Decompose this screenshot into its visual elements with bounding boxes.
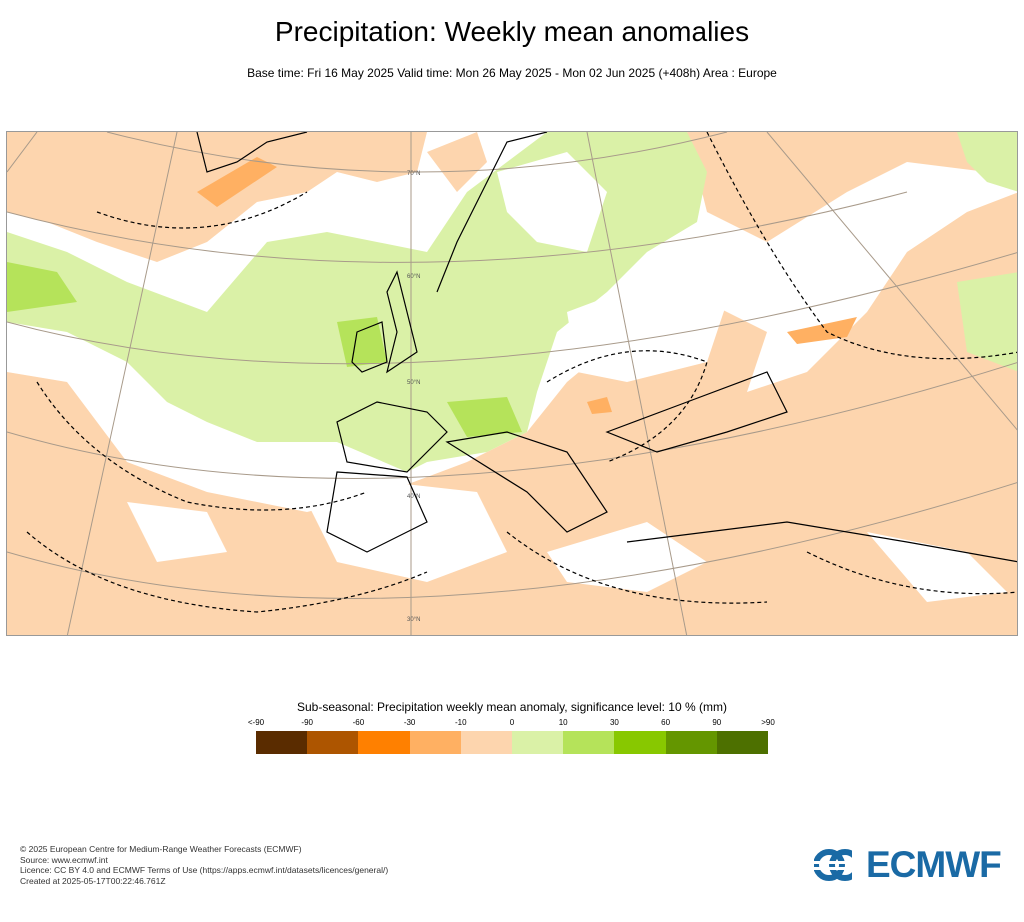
ecmwf-logo-icon: [814, 849, 860, 881]
graticule: [7, 132, 1017, 635]
legend-colorbar: [256, 731, 769, 754]
lat-label: 50°N: [407, 380, 420, 386]
legend-tick-label: -60: [352, 718, 365, 727]
created-text: Created at 2025-05-17T00:22:46.761Z: [20, 875, 166, 886]
footer: © 2025 European Centre for Medium-Range …: [20, 844, 388, 886]
legend-color-swatch: [409, 731, 461, 754]
copyright-text: © 2025 European Centre for Medium-Range …: [20, 844, 302, 854]
map-svg: 70°N 60°N 50°N 40°N 30°N: [7, 132, 1017, 635]
legend-color-swatch: [716, 731, 769, 754]
page-title: Precipitation: Weekly mean anomalies: [274, 16, 750, 47]
legend-title: Sub-seasonal: Precipitation weekly mean …: [297, 700, 727, 714]
source-text: Source: www.ecmwf.int: [20, 854, 108, 865]
coastlines: [196, 132, 1017, 563]
lat-label: 30°N: [407, 617, 420, 623]
lat-label: 60°N: [407, 274, 420, 280]
licence-text: Licence: CC BY 4.0 and ECMWF Terms of Us…: [20, 865, 389, 875]
lat-label: 70°N: [407, 171, 420, 177]
legend-color-swatch: [563, 731, 615, 754]
legend-tick-label: -30: [403, 718, 416, 727]
legend-tick-label: 30: [609, 718, 619, 727]
latitude-labels: 70°N 60°N 50°N 40°N 30°N: [407, 171, 420, 623]
legend-color-swatch: [460, 731, 513, 754]
legend-tick-label: >90: [761, 718, 775, 727]
legend-color-swatch: [256, 731, 308, 754]
significance-contours: [26, 132, 1017, 613]
legend-color-swatch: [614, 731, 666, 754]
legend-tick-label: -10: [455, 718, 467, 727]
strong-anomaly-areas: [7, 157, 857, 437]
legend-color-swatch: [307, 731, 359, 754]
lat-label: 40°N: [407, 494, 420, 500]
ecmwf-logo-text: ECMWF: [866, 844, 1002, 885]
legend-color-swatch: [358, 731, 410, 754]
precipitation-anomaly-map: 70°N 60°N 50°N 40°N 30°N: [6, 131, 1018, 636]
ecmwf-logo: ECMWF: [814, 844, 1002, 885]
neutral-areas: [127, 152, 1007, 602]
legend-tick-label: 90: [712, 718, 722, 727]
legend-tick-label: 60: [661, 718, 671, 727]
page-subtitle: Base time: Fri 16 May 2025 Valid time: M…: [247, 66, 777, 80]
legend-tick-label: -90: [301, 718, 313, 727]
legend-ticks: <-90 -90 -60 -30 -10 0 10 30 60 90 >90: [248, 718, 775, 730]
legend-color-swatch: [665, 731, 717, 754]
legend-tick-label: 0: [509, 718, 515, 727]
legend-tick-label: <-90: [247, 718, 265, 727]
legend-color-swatch: [512, 731, 564, 754]
legend-tick-label: 10: [558, 718, 568, 727]
